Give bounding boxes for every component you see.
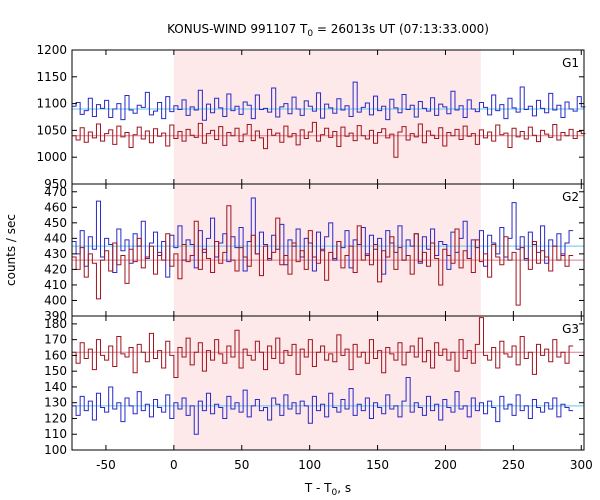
y-tick-label: 390 — [44, 309, 67, 323]
x-axis-label-prefix: T - T — [304, 481, 332, 495]
y-tick-label: 100 — [44, 443, 67, 457]
y-tick-label: 450 — [44, 216, 67, 230]
y-tick-label: 400 — [44, 293, 67, 307]
chart-title-prefix: KONUS-WIND 991107 T — [167, 22, 308, 36]
y-tick-label: 140 — [44, 380, 67, 394]
series-red-line — [72, 317, 574, 378]
chart-title: KONUS-WIND 991107 T0 = 26013s UT (07:13:… — [167, 22, 489, 39]
y-tick-label: 1050 — [36, 123, 67, 137]
y-axis-label: counts / sec — [4, 214, 18, 286]
x-tick-label: 300 — [570, 458, 593, 472]
y-tick-label: 470 — [44, 185, 67, 199]
y-tick-label: 1000 — [36, 150, 67, 164]
highlight-interval — [173, 184, 481, 316]
y-tick-label: 130 — [44, 396, 67, 410]
y-tick-label: 1100 — [36, 97, 67, 111]
panel-label: G3 — [562, 322, 579, 336]
series-red-line — [72, 121, 586, 158]
x-tick-label: -50 — [96, 458, 116, 472]
y-tick-label: 430 — [44, 247, 67, 261]
series-red-line — [72, 205, 574, 306]
y-tick-label: 410 — [44, 278, 67, 292]
x-tick-label: 250 — [502, 458, 525, 472]
y-tick-label: 160 — [44, 348, 67, 362]
panels-group: 95010001050110011501200G1390400410420430… — [36, 43, 592, 472]
chart-title-suffix: = 26013s UT (07:13:33.000) — [313, 22, 489, 36]
highlight-interval — [173, 316, 481, 450]
y-tick-label: 180 — [44, 317, 67, 331]
y-tick-label: 150 — [44, 364, 67, 378]
series-blue-line — [72, 197, 574, 278]
y-tick-label: 120 — [44, 411, 67, 425]
y-tick-label: 950 — [44, 177, 67, 191]
x-tick-label: 100 — [298, 458, 321, 472]
x-axis-label: T - T0, s — [304, 481, 351, 498]
series-blue-line — [72, 376, 574, 435]
highlight-interval — [173, 50, 481, 184]
series-blue-line — [72, 81, 586, 121]
x-tick-label: 150 — [366, 458, 389, 472]
x-tick-label: 0 — [170, 458, 178, 472]
y-tick-label: 1150 — [36, 70, 67, 84]
y-tick-label: 460 — [44, 200, 67, 214]
x-tick-label: 50 — [234, 458, 249, 472]
y-tick-label: 1200 — [36, 43, 67, 57]
y-tick-label: 170 — [44, 333, 67, 347]
x-axis-label-subscript: 0 — [332, 488, 338, 498]
y-tick-label: 420 — [44, 262, 67, 276]
x-axis-label-suffix: , s — [337, 481, 351, 495]
x-tick-label: 200 — [434, 458, 457, 472]
panel-g1: 950 1000 1050 1100 1150 1200 G1 — [36, 43, 586, 191]
chart-title-subscript: 0 — [307, 29, 313, 39]
y-tick-label: 440 — [44, 231, 67, 245]
panel-label: G2 — [562, 190, 579, 204]
panel-label: G1 — [562, 56, 579, 70]
panel-frame — [71, 315, 585, 451]
y-tick-label: 110 — [44, 427, 67, 441]
